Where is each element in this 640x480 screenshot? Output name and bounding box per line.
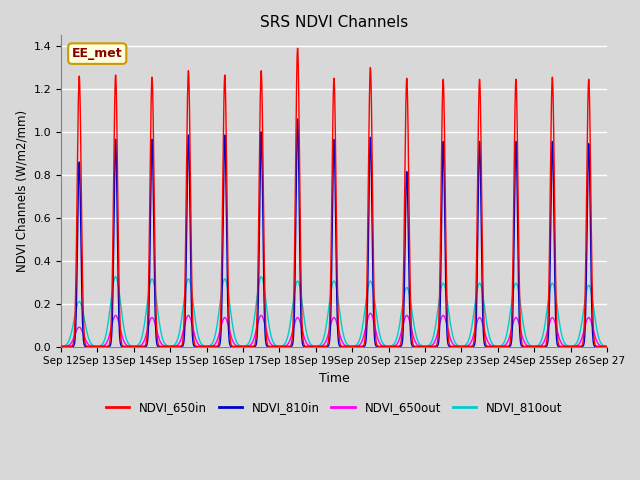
NDVI_810out bbox=[603, 344, 611, 349]
NDVI_650out bbox=[168, 344, 176, 349]
Title: SRS NDVI Channels: SRS NDVI Channels bbox=[260, 15, 408, 30]
NDVI_650in bbox=[294, 46, 301, 51]
NDVI_810out bbox=[57, 344, 65, 349]
NDVI_650out bbox=[262, 324, 269, 330]
NDVI_650in bbox=[57, 344, 65, 349]
NDVI_650in bbox=[168, 344, 176, 349]
NDVI_810out bbox=[174, 336, 182, 341]
NDVI_810in bbox=[174, 344, 182, 349]
NDVI_650out bbox=[367, 311, 374, 316]
X-axis label: Time: Time bbox=[319, 372, 349, 385]
NDVI_650in bbox=[410, 342, 417, 348]
NDVI_810in bbox=[294, 116, 301, 122]
NDVI_650out bbox=[601, 344, 609, 349]
NDVI_650out bbox=[487, 343, 495, 348]
Legend: NDVI_650in, NDVI_810in, NDVI_650out, NDVI_810out: NDVI_650in, NDVI_810in, NDVI_650out, NDV… bbox=[101, 396, 567, 419]
NDVI_650in bbox=[603, 344, 611, 349]
Line: NDVI_810in: NDVI_810in bbox=[61, 119, 607, 347]
NDVI_810in bbox=[57, 344, 65, 349]
NDVI_650out bbox=[603, 344, 611, 349]
NDVI_650out bbox=[174, 342, 182, 348]
Line: NDVI_650out: NDVI_650out bbox=[61, 313, 607, 347]
NDVI_810out bbox=[601, 343, 609, 349]
NDVI_650out bbox=[410, 334, 417, 339]
Text: EE_met: EE_met bbox=[72, 47, 123, 60]
NDVI_810out bbox=[487, 338, 495, 344]
Line: NDVI_810out: NDVI_810out bbox=[61, 277, 607, 347]
Y-axis label: NDVI Channels (W/m2/mm): NDVI Channels (W/m2/mm) bbox=[15, 110, 28, 272]
NDVI_650in bbox=[601, 344, 609, 349]
NDVI_650in bbox=[174, 344, 182, 349]
NDVI_810in bbox=[168, 344, 176, 349]
NDVI_810out bbox=[112, 274, 120, 280]
NDVI_650in bbox=[262, 312, 269, 318]
NDVI_810in bbox=[262, 336, 269, 341]
NDVI_810out bbox=[410, 318, 417, 324]
NDVI_650in bbox=[487, 344, 495, 349]
Line: NDVI_650in: NDVI_650in bbox=[61, 48, 607, 347]
NDVI_810in bbox=[487, 344, 495, 349]
NDVI_810in bbox=[601, 344, 609, 349]
NDVI_810out bbox=[262, 294, 269, 300]
NDVI_810in bbox=[410, 344, 417, 349]
NDVI_810in bbox=[603, 344, 611, 349]
NDVI_810out bbox=[168, 343, 176, 349]
NDVI_650out bbox=[57, 344, 65, 349]
